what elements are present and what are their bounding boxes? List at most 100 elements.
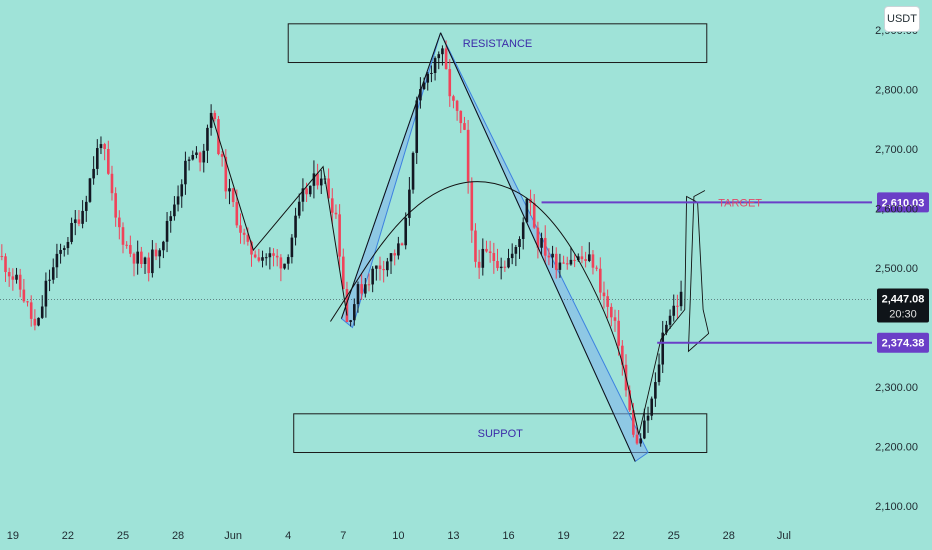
candle-body <box>70 222 73 242</box>
x-tick-label: 13 <box>447 530 459 542</box>
candle-body <box>62 248 66 250</box>
candle-body <box>628 390 631 411</box>
candle-body <box>239 225 242 233</box>
candle-body <box>510 253 514 259</box>
x-tick-label: 28 <box>723 530 735 542</box>
candle-body <box>632 410 635 435</box>
candle-body <box>448 69 452 97</box>
candle-body <box>404 217 408 246</box>
candle-body <box>602 292 606 297</box>
level-badge <box>877 192 929 213</box>
candle-body <box>158 250 162 257</box>
candle-body <box>665 324 668 333</box>
candle-body <box>514 246 518 254</box>
candle-body <box>569 259 573 265</box>
candle-body <box>617 320 620 346</box>
candle-body <box>408 189 411 218</box>
y-tick-label: 2,800.00 <box>875 84 918 96</box>
candle-body <box>400 243 404 246</box>
x-tick-label: 28 <box>172 530 184 542</box>
candle-body <box>220 154 224 157</box>
candle-body <box>459 110 463 124</box>
candle-body <box>169 216 173 221</box>
candle-body <box>176 196 180 205</box>
candle-body <box>558 262 562 270</box>
candle-body <box>95 148 99 169</box>
candle-body <box>228 188 231 192</box>
candle-body <box>330 198 334 213</box>
currency-button[interactable]: USDT <box>884 6 920 32</box>
candle-body <box>334 212 338 215</box>
x-tick-label: 19 <box>7 530 19 542</box>
candle-body <box>672 305 676 316</box>
candle-body <box>294 215 297 238</box>
candle-body <box>547 255 551 258</box>
candle-body <box>466 129 470 182</box>
y-tick-label: 2,700.00 <box>875 144 918 156</box>
candle-body <box>426 73 430 83</box>
candle-body <box>371 268 374 285</box>
candle-body <box>639 438 642 444</box>
level-badge-text: 2,610.03 <box>882 197 925 209</box>
candle-body <box>485 248 488 252</box>
candle-body <box>4 256 7 273</box>
candle-body <box>261 257 264 261</box>
candle-body <box>576 256 580 261</box>
candle-body <box>316 173 319 186</box>
candle-body <box>654 382 657 399</box>
candle-body <box>202 150 206 163</box>
candle-body <box>353 304 356 321</box>
candle-body <box>327 178 330 199</box>
candle-body <box>349 320 352 322</box>
candle-body <box>125 244 128 246</box>
candle-body <box>657 364 661 383</box>
candle-body <box>301 188 305 202</box>
candle-body <box>341 256 345 290</box>
candle-body <box>492 252 496 261</box>
candle-body <box>66 241 70 249</box>
candle-body <box>55 253 59 268</box>
candle-body <box>551 253 554 258</box>
candle-body <box>242 232 246 235</box>
candle-body <box>151 249 154 274</box>
candle-body <box>338 214 341 257</box>
candle-body <box>107 148 110 174</box>
candle-body <box>389 253 393 262</box>
candle-body <box>264 257 268 259</box>
candle-body <box>584 259 587 261</box>
candle-body <box>81 210 84 224</box>
candle-body <box>378 265 382 270</box>
candle-body <box>543 238 547 256</box>
candle-body <box>356 284 360 305</box>
level-badge <box>877 332 929 353</box>
levels-layer: TARGET 2,610.03 2,374.38 2,447.08 20:30 <box>541 192 929 353</box>
candle-body <box>18 274 22 290</box>
candle-body <box>48 279 51 281</box>
candle-body <box>162 241 165 251</box>
candle-body <box>433 58 437 73</box>
candle-body <box>29 302 33 319</box>
candle-body <box>110 173 114 194</box>
candle-body <box>477 261 481 268</box>
candle-body <box>481 248 485 268</box>
candle-body <box>7 272 11 277</box>
candle-body <box>312 173 316 186</box>
y-tick-label: 2,100.00 <box>875 501 918 513</box>
level-badge-text: 2,374.38 <box>882 338 925 350</box>
candle-body <box>0 256 4 258</box>
candle-body <box>283 263 286 269</box>
candle-body <box>386 261 389 271</box>
candle-body <box>591 254 595 268</box>
candle-body <box>272 253 275 256</box>
candle-body <box>419 89 422 101</box>
x-tick-label: 25 <box>668 530 680 542</box>
candle-body <box>22 289 26 302</box>
candle-body <box>257 257 261 261</box>
candle-body <box>646 415 650 421</box>
zone-label: SUPPOT <box>478 428 524 440</box>
candle-body <box>51 267 55 280</box>
candle-body <box>643 420 646 439</box>
candle-body <box>114 193 117 218</box>
